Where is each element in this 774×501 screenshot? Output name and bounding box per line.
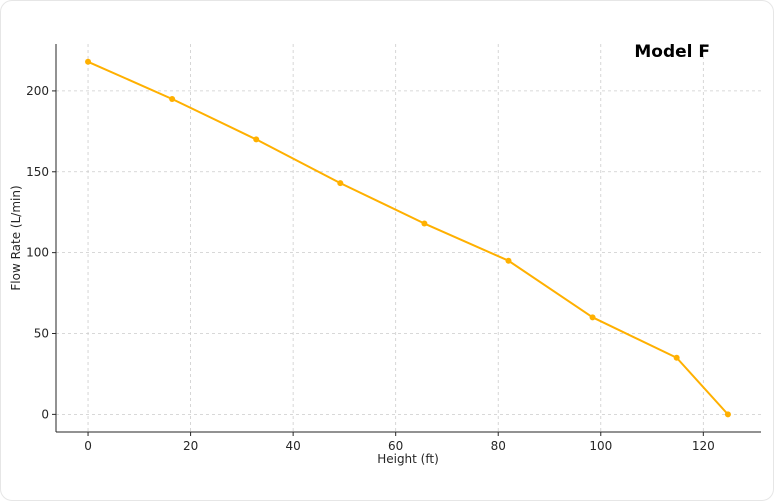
y-tick-label: 50 (34, 327, 49, 341)
x-tick-label: 60 (388, 439, 403, 453)
data-point (673, 354, 680, 361)
data-point (724, 411, 731, 418)
x-tick-label: 40 (285, 439, 300, 453)
axes (55, 44, 761, 433)
series-line (87, 60, 729, 416)
x-tick-label: 120 (692, 439, 715, 453)
x-ticks: 0 20 40 60 80 100 120 (84, 432, 715, 453)
data-point (337, 180, 344, 187)
series-group (85, 58, 731, 418)
data-point (253, 136, 260, 143)
y-axis-label: Flow Rate (L/min) (9, 185, 23, 290)
x-tick-label: 20 (183, 439, 198, 453)
y-tick-label: 150 (26, 165, 49, 179)
data-point (589, 314, 596, 321)
y-tick-label: 100 (26, 246, 49, 260)
data-point (85, 58, 92, 65)
x-tick-label: 0 (84, 439, 92, 453)
y-tick-label: 0 (41, 407, 49, 421)
grid (56, 44, 761, 432)
data-point (505, 257, 512, 264)
y-ticks: 0 50 100 150 200 (26, 84, 56, 421)
x-tick-label: 80 (491, 439, 506, 453)
data-point (421, 220, 428, 227)
x-tick-label: 100 (589, 439, 612, 453)
y-tick-label: 200 (26, 84, 49, 98)
data-point (169, 95, 176, 102)
chart-title: Model F (634, 42, 710, 62)
x-axis-label: Height (ft) (377, 452, 439, 466)
